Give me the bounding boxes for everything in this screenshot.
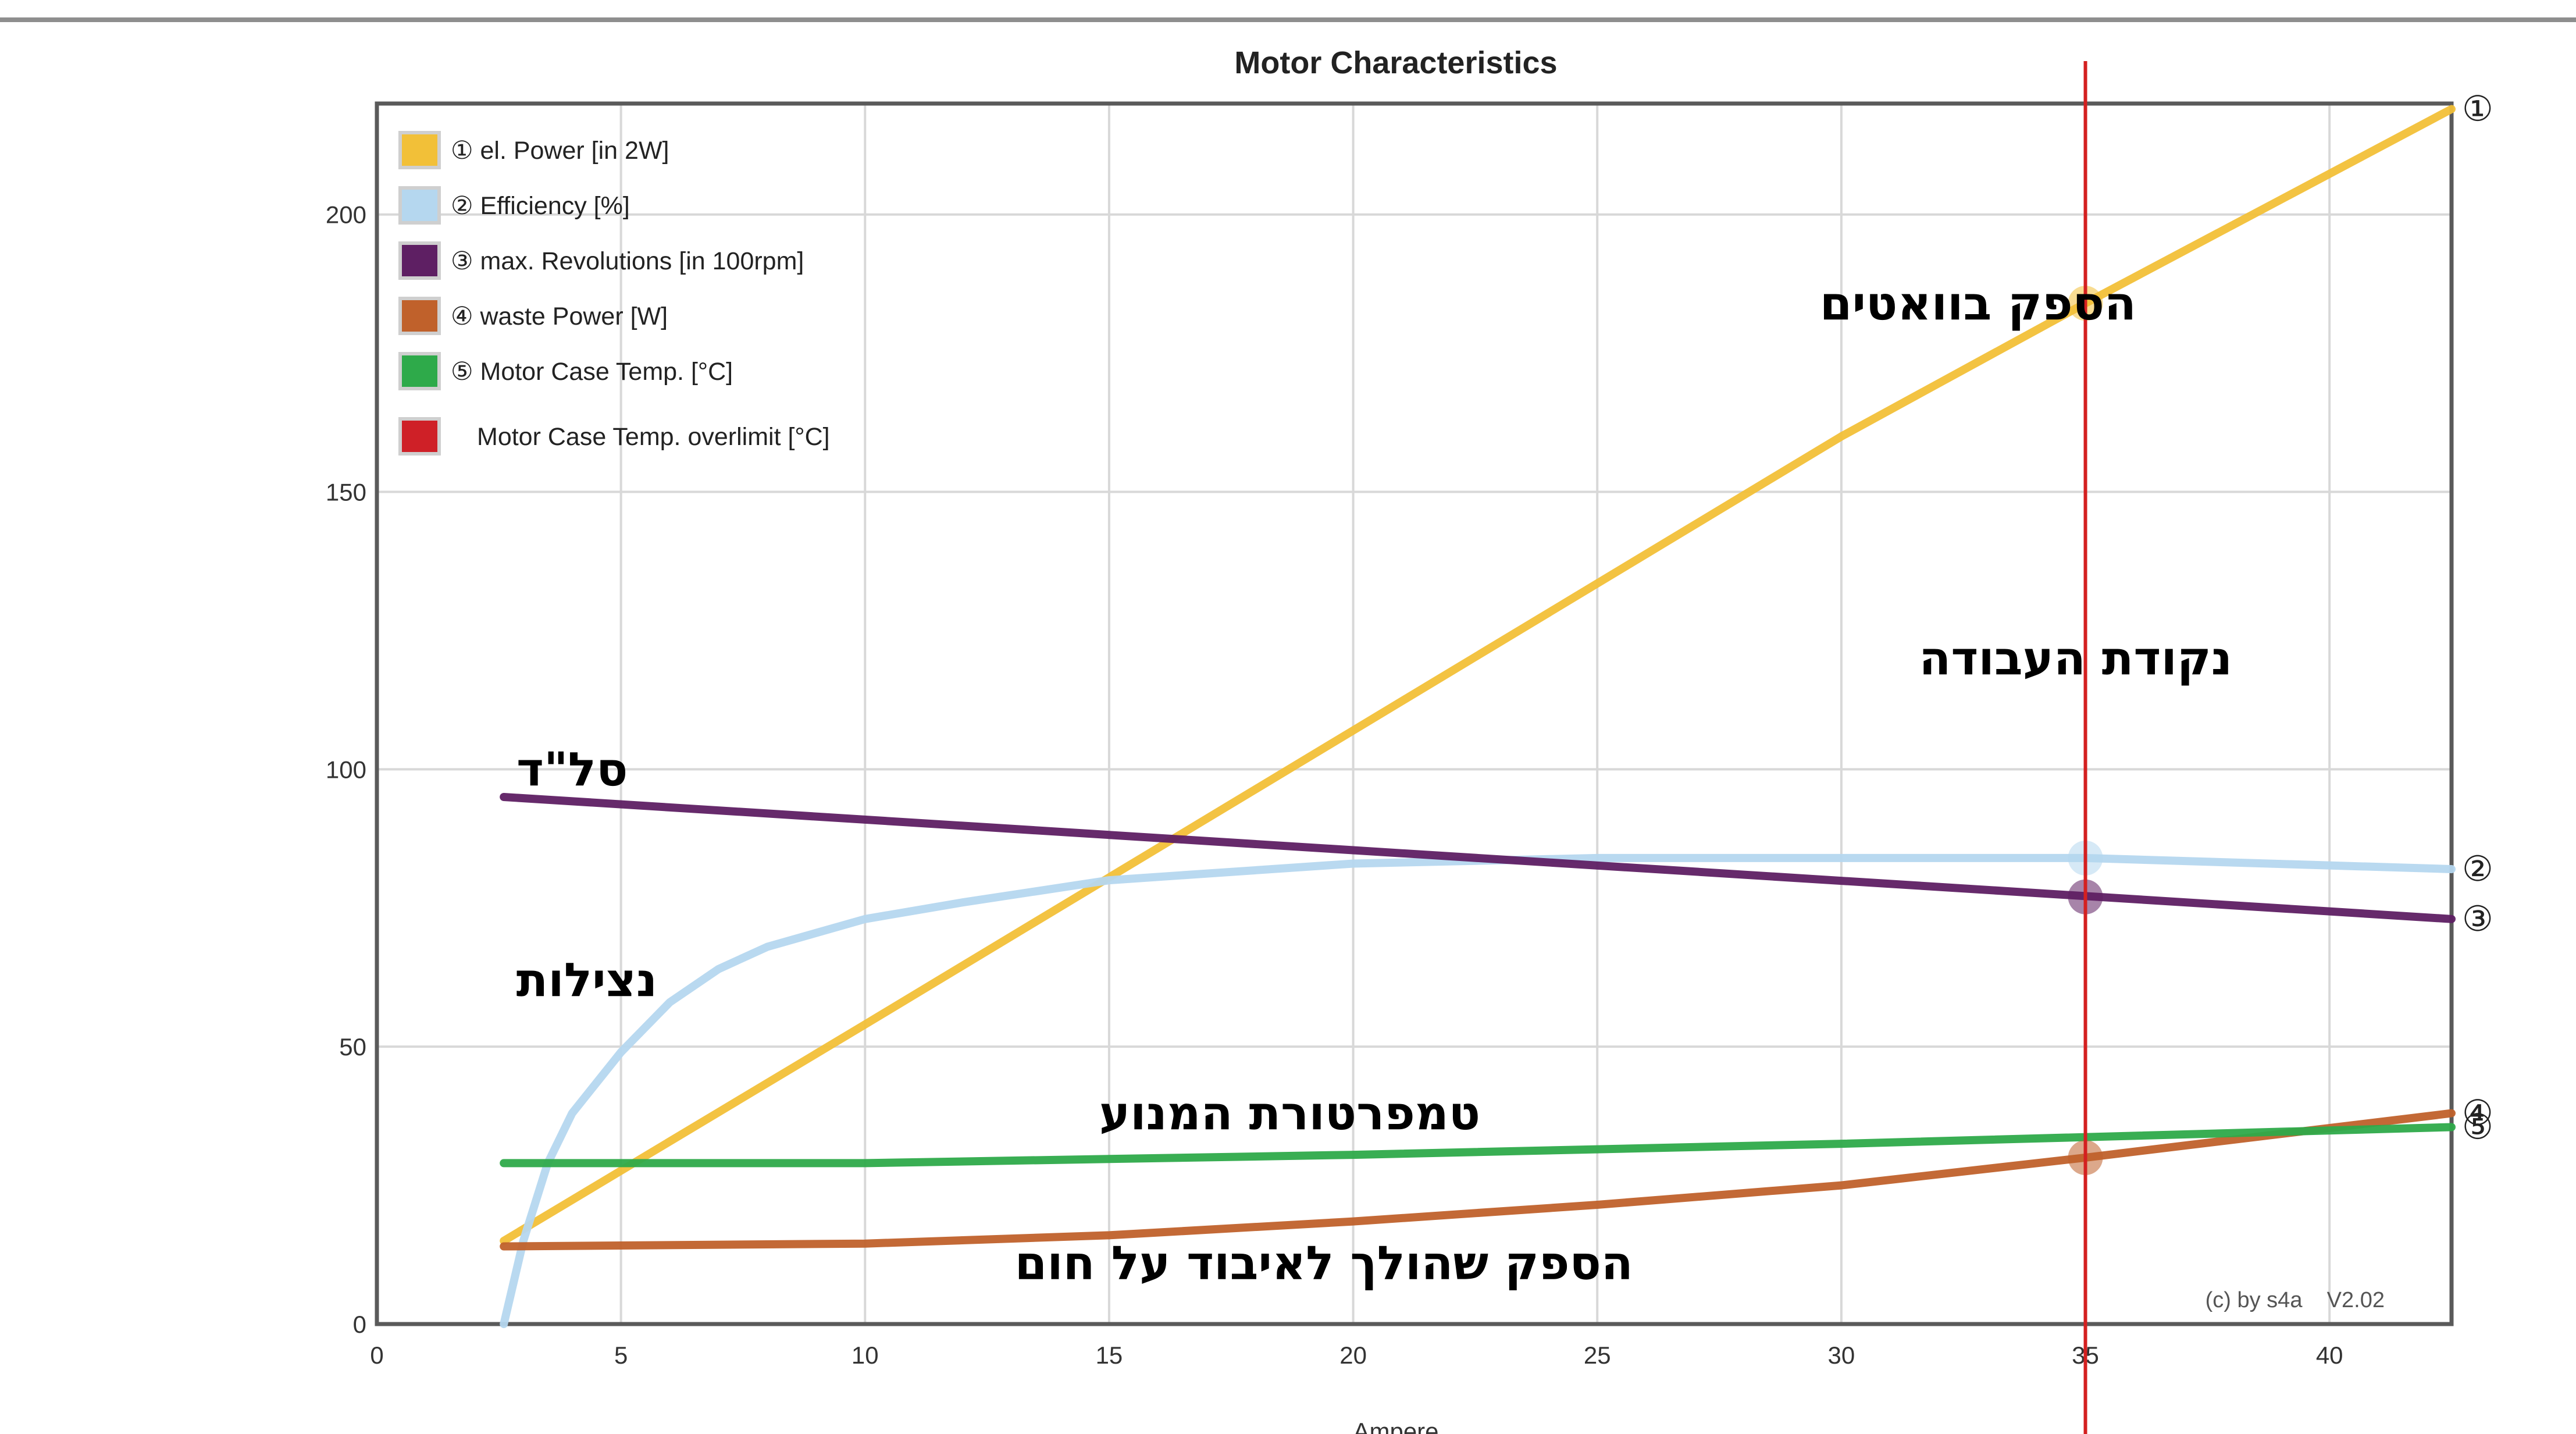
y-tick-label: 100 (326, 756, 366, 783)
x-tick-label: 30 (1828, 1342, 1855, 1369)
x-tick-label: 5 (614, 1342, 628, 1369)
legend-label: ① el. Power [in 2W] (451, 137, 669, 165)
series-line (500, 793, 2456, 923)
series-line (500, 853, 2456, 1328)
annotations: הספק בוואטים נקודת העבודה סל"ד נצילות טמפרטו… (516, 276, 2232, 1290)
legend: ① el. Power [in 2W] ② Efficiency [%] ③ max… (398, 131, 830, 456)
chart-title: Motor Characteristics (1234, 45, 1557, 80)
series-line (500, 1123, 2456, 1168)
legend-swatch (398, 352, 441, 390)
y-tick-label: 0 (353, 1311, 366, 1338)
annotation-label: הספק שהולך לאיבוד על חום (1015, 1236, 1633, 1290)
y-tick-label: 150 (326, 479, 366, 506)
series-end-marker: ⑤ (2462, 1106, 2493, 1147)
x-tick-label: 15 (1096, 1342, 1123, 1369)
grid-layer (376, 104, 2452, 1325)
x-tick-label: 40 (2316, 1342, 2343, 1369)
legend-label: ③ max. Revolutions [in 100rpm] (451, 247, 804, 275)
annotation-label: נקודת העבודה (1919, 632, 2232, 686)
annotation-label: נצילות (516, 953, 658, 1008)
legend-swatch (398, 417, 441, 456)
legend-label: ④ waste Power [W] (451, 303, 668, 330)
end-markers: ① ② ③ ④⑤ (2462, 89, 2493, 1148)
legend-swatch (398, 297, 441, 335)
legend-label: ② Efficiency [%] (451, 192, 630, 220)
series-layer (500, 105, 2456, 1328)
axis-ticks: 0510152025303540050100150200 (326, 201, 2343, 1369)
x-tick-label: 20 (1339, 1342, 1367, 1369)
legend-swatch (398, 186, 441, 225)
series-line (500, 1109, 2456, 1251)
legend-swatch (398, 131, 441, 169)
series-end-marker: ③ (2462, 899, 2493, 940)
x-axis-label: Ampere (1353, 1418, 1438, 1434)
series-end-marker: ① (2462, 89, 2493, 130)
series-line (500, 105, 2456, 1245)
x-tick-label: 10 (851, 1342, 879, 1369)
series-end-marker: ④ (2462, 1093, 2493, 1134)
legend-label: Motor Case Temp. overlimit [°C] (477, 423, 830, 451)
plot-frame (375, 101, 2454, 1326)
annotation-label: טמפרטורת המנוע (1099, 1087, 1480, 1141)
y-tick-label: 50 (339, 1033, 366, 1061)
series-end-marker: ② (2462, 849, 2493, 889)
annotation-label: סל"ד (516, 742, 628, 796)
x-tick-label: 25 (1584, 1342, 1611, 1369)
legend-swatch (398, 241, 441, 280)
legend-label: ⑤ Motor Case Temp. [°C] (451, 358, 733, 386)
credit-label: (c) by s4a V2.02 (2206, 1288, 2385, 1312)
top-divider (0, 17, 2576, 22)
x-tick-label: 0 (370, 1342, 383, 1369)
operating-point-layer (2068, 61, 2103, 1434)
y-tick-label: 200 (326, 201, 366, 229)
annotation-label: הספק בוואטים (1820, 276, 2136, 330)
